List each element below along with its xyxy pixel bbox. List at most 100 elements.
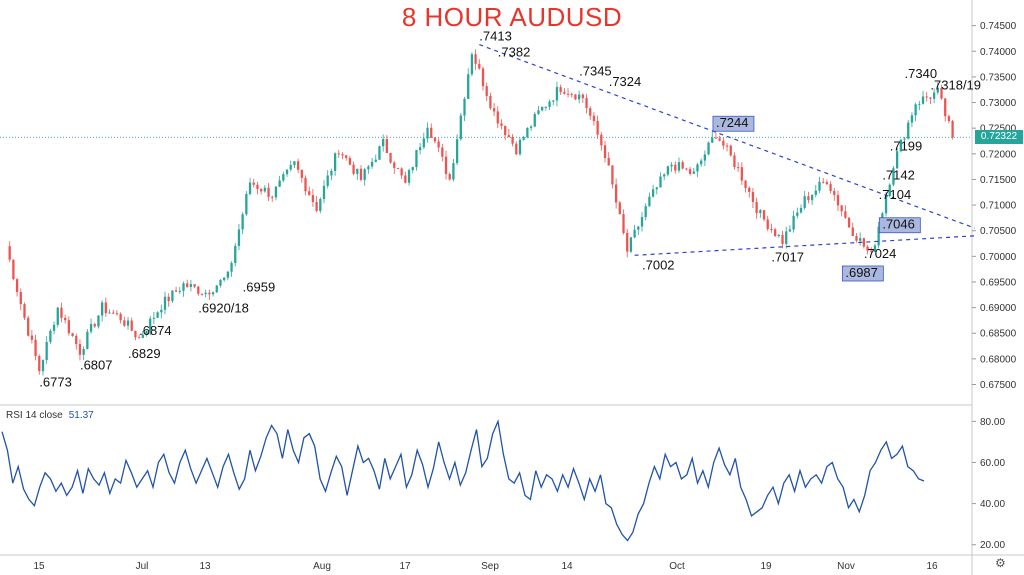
candle-body [289,165,292,170]
candle-body [529,126,533,129]
candle-body [27,317,30,336]
candle-body [859,238,862,241]
candle-body [100,302,104,316]
price-tick-label: 0.72500 [980,124,1017,135]
candle-body [208,292,211,295]
candle-body [370,161,374,167]
candle-body [644,206,647,218]
candle-body [470,54,474,75]
candle-body [308,191,311,196]
candle-body [788,229,792,232]
candle-body [319,199,322,211]
candle-body [700,160,703,165]
candle-body [200,293,204,295]
candle-body [544,106,548,108]
candle-body [592,115,596,122]
annotation-label: .7340 [905,66,938,81]
candle-body [873,245,877,252]
annotation-label: .7244 [716,115,749,130]
candle-body [725,145,729,147]
candle-body [504,125,507,136]
annotation-label: .7413 [479,29,512,44]
candle-body [189,284,193,287]
candle-body [326,175,329,186]
candle-body [622,214,625,233]
settings-gear-icon[interactable]: ⚙ [995,556,1006,570]
candle-body [722,140,725,146]
candle-body [918,103,921,105]
candle-body [433,137,437,142]
candle-body [93,324,96,327]
candle-body [537,110,540,114]
candle-body [304,177,307,192]
candle-body [862,238,866,247]
rsi-legend: RSI 14 close 51.37 [6,410,94,421]
annotation-label: .7024 [864,246,897,261]
candle-body [781,234,784,244]
candle-body [71,333,74,336]
candle-body [41,360,45,372]
candle-body [237,229,241,246]
annotation-label: .7318/19 [930,77,981,92]
candle-body [762,210,766,220]
candle-body [19,292,22,305]
candle-body [866,246,869,251]
candle-body [603,145,607,159]
candle-body [367,166,370,170]
annotation-label: .6807 [80,357,113,372]
candle-body [711,137,714,143]
candle-body [892,168,895,185]
candle-body [385,139,389,154]
candle-body [182,283,185,291]
candle-body [792,215,795,230]
candle-body [75,335,78,345]
candle-body [389,153,392,163]
candle-body [703,154,707,161]
candle-body [422,138,425,148]
candle-body [829,184,832,191]
time-tick-label: 17 [399,561,411,572]
trendline-1 [479,44,975,229]
trendline-2 [634,235,975,256]
annotation-box [712,115,755,132]
annotation-label: .7104 [879,187,912,202]
candle-body [330,170,333,176]
candle-body [56,307,59,325]
candle-body [844,211,847,218]
annotation-label: .6920/18 [198,300,249,315]
candle-body [903,138,906,140]
candle-body [629,237,633,252]
candle-body [714,137,718,139]
candle-body [167,296,170,302]
rsi-tick-label: 80.00 [980,417,1005,428]
rsi-tick-label: 20.00 [980,540,1005,551]
candle-body [489,96,492,109]
price-tick-label: 0.73000 [980,98,1017,109]
candle-body [174,290,178,292]
candle-body [396,167,400,169]
candle-body [337,153,340,155]
candle-body [156,312,159,318]
candle-body [145,331,148,335]
candle-body [15,279,19,293]
candle-body [411,167,414,171]
candle-body [577,94,581,100]
candle-body [30,335,34,340]
candle-body [455,139,459,164]
candle-body [426,127,429,139]
annotation-label: .6773 [39,375,72,390]
annotation-label: .7017 [771,250,804,265]
candle-body [589,108,592,116]
price-tick-label: 0.71500 [980,175,1017,186]
candle-body [755,202,758,214]
candle-body [300,169,303,178]
candle-body [374,159,377,162]
candle-body [478,63,481,69]
axes: 0.74500 0.74000 0.73500 0.73000 0.72500 0.720… [33,21,1016,572]
candle-body [507,135,511,137]
price-tick-label: 0.69000 [980,303,1017,314]
candle-body [541,106,544,111]
time-tick-label: 13 [199,561,211,572]
candle-body [97,315,100,327]
